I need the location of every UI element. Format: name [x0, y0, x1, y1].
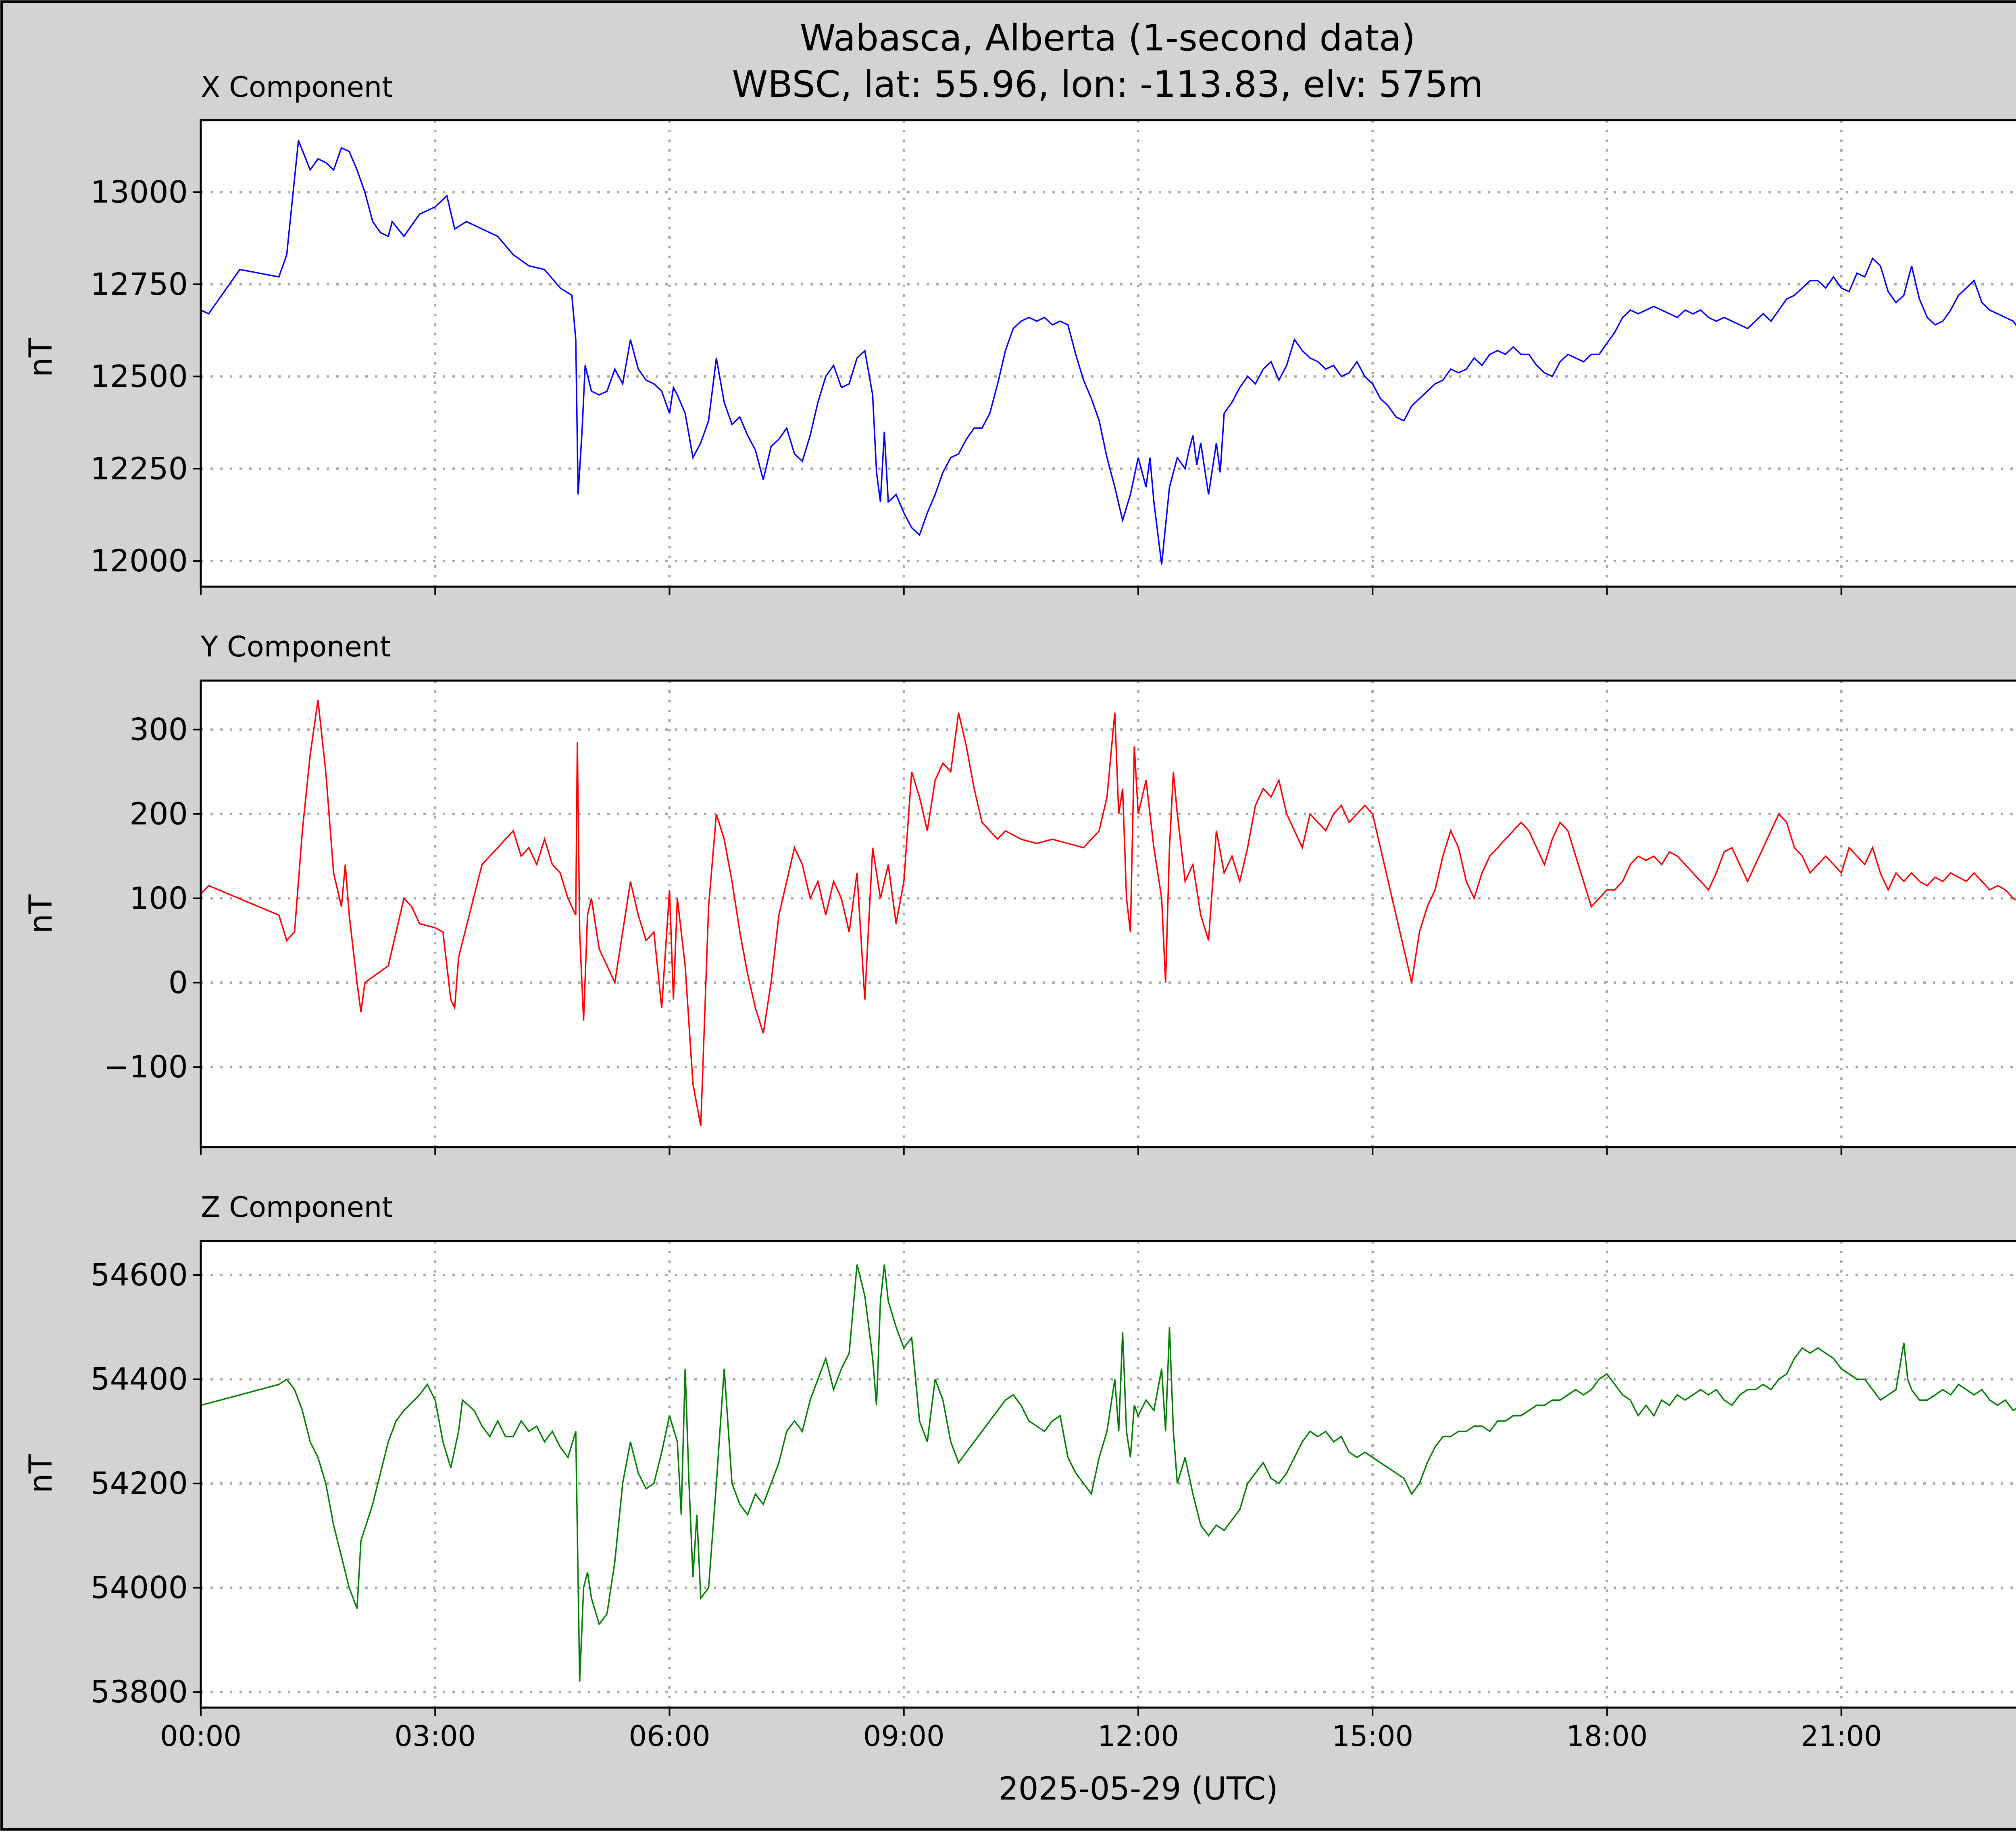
- y-axis-label: nT: [23, 894, 59, 933]
- plot-area: [201, 681, 2016, 1147]
- series-line-x: [200, 140, 2016, 565]
- x-tick-label: 18:00: [1566, 1720, 1648, 1753]
- x-tick-label: 09:00: [863, 1720, 945, 1753]
- panel-title: Z Component: [201, 1191, 393, 1224]
- plot-frame: [200, 119, 2016, 588]
- y-axis-label: nT: [23, 1454, 59, 1493]
- axis-ticks: −100 0 100 200 300: [104, 711, 1842, 1155]
- y-tick-label: 0: [169, 964, 188, 1000]
- x-tick-label: 21:00: [1801, 1720, 1882, 1753]
- panel-title: X Component: [201, 71, 393, 104]
- y-tick-label: 53800: [90, 1674, 188, 1710]
- panel-title: Y Component: [200, 630, 391, 663]
- x-tick-label: 06:00: [629, 1720, 710, 1753]
- panel-y-component: Y Component nT −100 0 100 200 300: [23, 630, 2016, 1155]
- grid-lines: [201, 681, 2016, 1147]
- x-tick-label: 00:00: [160, 1720, 242, 1753]
- y-tick-label: −100: [104, 1049, 188, 1085]
- y-tick-label: 54400: [90, 1361, 188, 1397]
- axis-ticks: 00:00 03:00 06:00 09:00 12:00 15:00 18:00 21:00…: [90, 1257, 1882, 1753]
- y-tick-label: 12500: [90, 358, 188, 394]
- x-tick-label: 03:00: [394, 1720, 476, 1753]
- y-tick-label: 300: [129, 711, 188, 747]
- grid-lines: [201, 120, 2016, 587]
- series-line-z: [200, 1264, 2016, 1682]
- x-tick-label: 12:00: [1098, 1720, 1179, 1753]
- axis-ticks: 12000 12250 12500 12750 13000: [90, 174, 1842, 595]
- x-tick-label: 15:00: [1332, 1720, 1413, 1753]
- grid-lines: [201, 1241, 2016, 1708]
- y-tick-label: 12000: [90, 543, 188, 579]
- plot-area: [201, 120, 2016, 587]
- figure-title-line1: Wabasca, Alberta (1-second data): [800, 17, 1416, 59]
- y-tick-label: 200: [129, 796, 188, 832]
- y-tick-label: 54600: [90, 1257, 188, 1293]
- plot-area: [201, 1241, 2016, 1708]
- panel-z-component: Z Component nT 00:00 03:00 06:00 09:00 12:00…: [23, 1191, 2016, 1753]
- plot-frame: [200, 1240, 2016, 1709]
- y-tick-label: 12750: [90, 266, 188, 302]
- plot-frame: [200, 679, 2016, 1148]
- y-tick-label: 12250: [90, 450, 188, 486]
- panel-x-component: X Component nT 12000 12250 12500 12750 13000: [23, 71, 2016, 595]
- y-tick-label: 13000: [90, 174, 188, 210]
- y-tick-label: 54200: [90, 1465, 188, 1501]
- series-line-y: [200, 700, 2016, 1127]
- x-axis-label: 2025-05-29 (UTC): [998, 1771, 1278, 1807]
- y-axis-label: nT: [23, 338, 59, 377]
- y-tick-label: 100: [129, 880, 188, 916]
- figure-title-line2: WBSC, lat: 55.96, lon: -113.83, elv: 575…: [732, 63, 1483, 106]
- y-tick-label: 54000: [90, 1570, 188, 1606]
